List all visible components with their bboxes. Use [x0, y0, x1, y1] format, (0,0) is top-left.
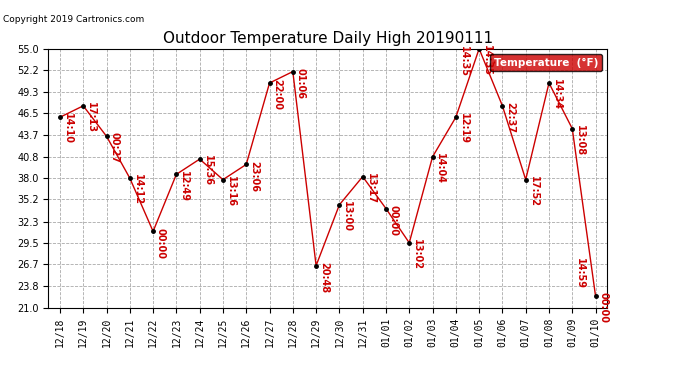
- Text: 20:48: 20:48: [319, 262, 329, 293]
- Text: 14:59: 14:59: [575, 258, 585, 289]
- Text: 00:00: 00:00: [598, 292, 609, 323]
- Text: 14:34: 14:34: [552, 79, 562, 110]
- Text: 15:36: 15:36: [202, 155, 213, 186]
- Text: 14:04: 14:04: [435, 153, 445, 184]
- Text: Copyright 2019 Cartronics.com: Copyright 2019 Cartronics.com: [3, 15, 145, 24]
- Text: 14:35: 14:35: [482, 45, 492, 76]
- Text: 14:12: 14:12: [132, 174, 143, 206]
- Text: 13:00: 13:00: [342, 201, 352, 232]
- Text: 17:52: 17:52: [529, 176, 538, 207]
- Text: 13:16: 13:16: [226, 176, 236, 207]
- Text: 13:08: 13:08: [575, 125, 585, 156]
- Legend: Temperature  (°F): Temperature (°F): [491, 54, 602, 71]
- Text: 23:06: 23:06: [249, 160, 259, 192]
- Text: 17:13: 17:13: [86, 102, 96, 133]
- Text: 12:19: 12:19: [459, 113, 469, 144]
- Text: 14:10: 14:10: [63, 113, 72, 144]
- Text: 22:37: 22:37: [505, 102, 515, 133]
- Text: 13:17: 13:17: [366, 173, 375, 204]
- Text: 22:00: 22:00: [273, 79, 282, 110]
- Text: 00:27: 00:27: [109, 132, 119, 164]
- Title: Outdoor Temperature Daily High 20190111: Outdoor Temperature Daily High 20190111: [163, 31, 493, 46]
- Text: 00:00: 00:00: [388, 205, 399, 236]
- Text: 01:06: 01:06: [295, 68, 306, 99]
- Text: 12:49: 12:49: [179, 171, 189, 201]
- Text: 00:00: 00:00: [156, 228, 166, 259]
- Text: 14:35: 14:35: [460, 46, 469, 78]
- Text: 13:02: 13:02: [412, 239, 422, 270]
